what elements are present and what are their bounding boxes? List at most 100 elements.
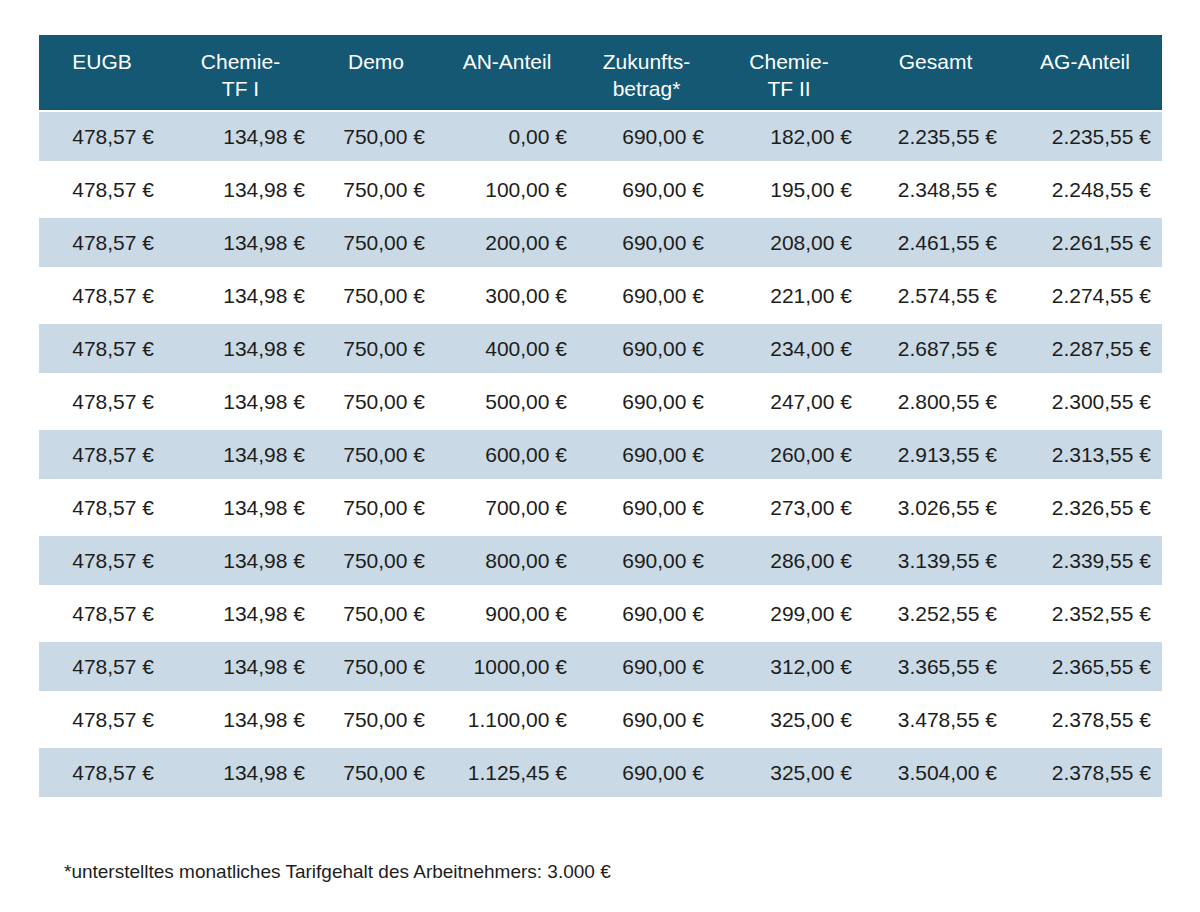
table-cell: 690,00 €: [578, 322, 715, 375]
column-header-eugb: EUGB: [39, 35, 165, 111]
table-row: 478,57 €134,98 €750,00 €200,00 €690,00 €…: [39, 216, 1162, 269]
table-cell: 134,98 €: [165, 111, 316, 163]
table-cell: 2.326,55 €: [1008, 481, 1162, 534]
column-header-gesamt: Gesamt: [863, 35, 1008, 111]
table-cell: 750,00 €: [316, 693, 436, 746]
column-header-zukunftsbetrag: Zukunfts- betrag*: [578, 35, 715, 111]
table-row: 478,57 €134,98 €750,00 €1.125,45 €690,00…: [39, 746, 1162, 799]
table-cell: 700,00 €: [436, 481, 578, 534]
table-cell: 478,57 €: [39, 322, 165, 375]
table-cell: 750,00 €: [316, 216, 436, 269]
table-cell: 690,00 €: [578, 375, 715, 428]
table-cell: 134,98 €: [165, 587, 316, 640]
table-cell: 2.235,55 €: [863, 111, 1008, 163]
table-row: 478,57 €134,98 €750,00 €100,00 €690,00 €…: [39, 163, 1162, 216]
table-cell: 134,98 €: [165, 534, 316, 587]
table-cell: 1.100,00 €: [436, 693, 578, 746]
table-cell: 312,00 €: [715, 640, 863, 693]
table-cell: 2.365,55 €: [1008, 640, 1162, 693]
table-cell: 200,00 €: [436, 216, 578, 269]
table-cell: 478,57 €: [39, 534, 165, 587]
table-cell: 2.300,55 €: [1008, 375, 1162, 428]
table-cell: 325,00 €: [715, 746, 863, 799]
table-cell: 750,00 €: [316, 269, 436, 322]
table-cell: 2.248,55 €: [1008, 163, 1162, 216]
table-cell: 690,00 €: [578, 428, 715, 481]
table-cell: 3.365,55 €: [863, 640, 1008, 693]
table-cell: 195,00 €: [715, 163, 863, 216]
table-cell: 750,00 €: [316, 587, 436, 640]
table-row: 478,57 €134,98 €750,00 €0,00 €690,00 €18…: [39, 111, 1162, 163]
table-cell: 2.574,55 €: [863, 269, 1008, 322]
table-cell: 134,98 €: [165, 746, 316, 799]
table-cell: 1.125,45 €: [436, 746, 578, 799]
table-cell: 3.026,55 €: [863, 481, 1008, 534]
column-header-an-anteil: AN-Anteil: [436, 35, 578, 111]
page: EUGB Chemie- TF I Demo AN-Anteil Zukunft…: [0, 0, 1200, 912]
table-cell: 134,98 €: [165, 375, 316, 428]
table-row: 478,57 €134,98 €750,00 €500,00 €690,00 €…: [39, 375, 1162, 428]
table-cell: 134,98 €: [165, 163, 316, 216]
table-cell: 750,00 €: [316, 481, 436, 534]
table-cell: 2.261,55 €: [1008, 216, 1162, 269]
table-row: 478,57 €134,98 €750,00 €800,00 €690,00 €…: [39, 534, 1162, 587]
table-row: 478,57 €134,98 €750,00 €400,00 €690,00 €…: [39, 322, 1162, 375]
table-cell: 234,00 €: [715, 322, 863, 375]
table-cell: 478,57 €: [39, 428, 165, 481]
table-cell: 750,00 €: [316, 111, 436, 163]
table-cell: 134,98 €: [165, 216, 316, 269]
table-cell: 478,57 €: [39, 693, 165, 746]
table-cell: 2.378,55 €: [1008, 746, 1162, 799]
table-cell: 3.478,55 €: [863, 693, 1008, 746]
table-cell: 1000,00 €: [436, 640, 578, 693]
table-row: 478,57 €134,98 €750,00 €700,00 €690,00 €…: [39, 481, 1162, 534]
table-cell: 2.800,55 €: [863, 375, 1008, 428]
table-row: 478,57 €134,98 €750,00 €300,00 €690,00 €…: [39, 269, 1162, 322]
table-cell: 325,00 €: [715, 693, 863, 746]
table-cell: 400,00 €: [436, 322, 578, 375]
table-cell: 286,00 €: [715, 534, 863, 587]
table-cell: 299,00 €: [715, 587, 863, 640]
column-header-demo: Demo: [316, 35, 436, 111]
table-cell: 134,98 €: [165, 428, 316, 481]
table-body: 478,57 €134,98 €750,00 €0,00 €690,00 €18…: [39, 111, 1162, 799]
table-row: 478,57 €134,98 €750,00 €1000,00 €690,00 …: [39, 640, 1162, 693]
table-cell: 750,00 €: [316, 322, 436, 375]
table-cell: 750,00 €: [316, 534, 436, 587]
table-cell: 247,00 €: [715, 375, 863, 428]
table-header-row: EUGB Chemie- TF I Demo AN-Anteil Zukunft…: [39, 35, 1162, 111]
table-cell: 2.348,55 €: [863, 163, 1008, 216]
table-cell: 2.352,55 €: [1008, 587, 1162, 640]
table-cell: 690,00 €: [578, 746, 715, 799]
table-cell: 690,00 €: [578, 587, 715, 640]
table-cell: 273,00 €: [715, 481, 863, 534]
table-cell: 750,00 €: [316, 746, 436, 799]
table-cell: 750,00 €: [316, 163, 436, 216]
table-cell: 800,00 €: [436, 534, 578, 587]
table-cell: 478,57 €: [39, 746, 165, 799]
table-cell: 478,57 €: [39, 587, 165, 640]
table-cell: 134,98 €: [165, 693, 316, 746]
table-cell: 2.235,55 €: [1008, 111, 1162, 163]
table-cell: 2.287,55 €: [1008, 322, 1162, 375]
table-cell: 2.339,55 €: [1008, 534, 1162, 587]
table-cell: 478,57 €: [39, 111, 165, 163]
table-cell: 0,00 €: [436, 111, 578, 163]
table-cell: 2.313,55 €: [1008, 428, 1162, 481]
column-header-ag-anteil: AG-Anteil: [1008, 35, 1162, 111]
table-cell: 690,00 €: [578, 640, 715, 693]
table-cell: 300,00 €: [436, 269, 578, 322]
table-cell: 690,00 €: [578, 269, 715, 322]
table-cell: 3.139,55 €: [863, 534, 1008, 587]
table-cell: 478,57 €: [39, 640, 165, 693]
table-cell: 690,00 €: [578, 534, 715, 587]
table-cell: 134,98 €: [165, 269, 316, 322]
table-cell: 2.913,55 €: [863, 428, 1008, 481]
table-cell: 600,00 €: [436, 428, 578, 481]
salary-table-container: EUGB Chemie- TF I Demo AN-Anteil Zukunft…: [39, 35, 1162, 801]
table-cell: 134,98 €: [165, 640, 316, 693]
table-cell: 208,00 €: [715, 216, 863, 269]
table-cell: 2.687,55 €: [863, 322, 1008, 375]
table-cell: 478,57 €: [39, 163, 165, 216]
table-cell: 690,00 €: [578, 693, 715, 746]
